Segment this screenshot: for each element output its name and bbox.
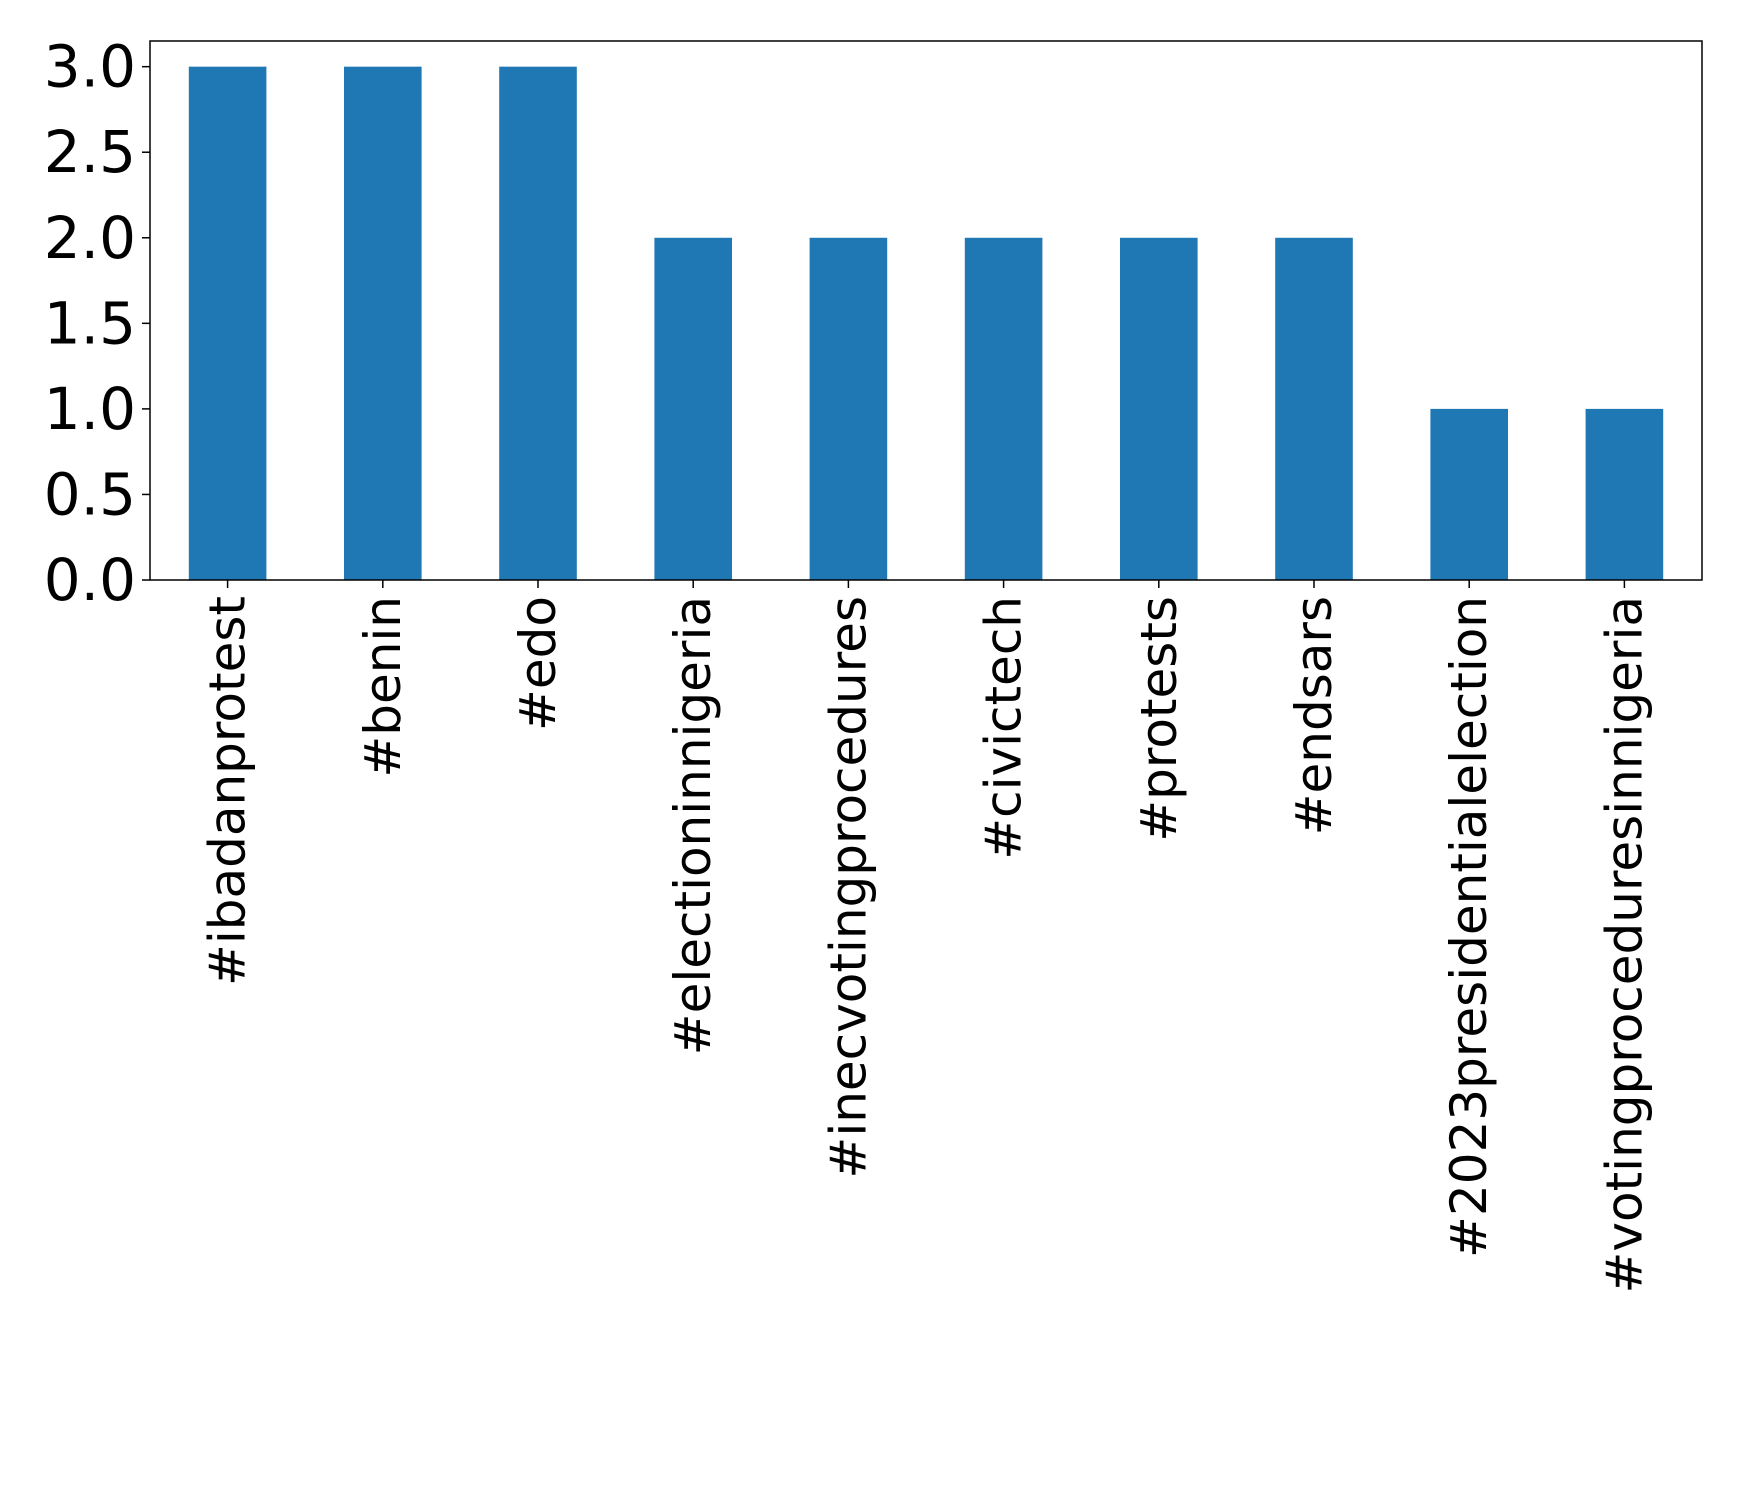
x-tick-label: #benin: [354, 596, 412, 778]
x-tick-label: #protests: [1130, 596, 1188, 842]
x-axis-ticks: #ibadanprotest #benin #edo #electioninniger…: [199, 580, 1653, 1294]
y-tick-label: 3.0: [44, 33, 136, 101]
x-tick-label: #ibadanprotest: [199, 596, 257, 986]
x-tick-label: #endsars: [1285, 596, 1343, 835]
bar-votingproceduresinnigeria: [1585, 408, 1664, 580]
y-tick-label: 0.0: [44, 546, 136, 614]
bar-inecvotingprocedures: [809, 237, 888, 580]
y-tick-label: 1.0: [44, 375, 136, 443]
bar-edo: [499, 66, 577, 580]
bar-endsars: [1275, 237, 1353, 580]
x-tick-label: #electioninnigeria: [664, 596, 722, 1055]
bar-civictech: [964, 237, 1043, 580]
y-axis-ticks: 0.0 0.5 1.0 1.5 2.0 2.5 3.0: [44, 33, 150, 614]
y-tick-label: 1.5: [44, 289, 136, 357]
y-tick-label: 2.0: [44, 204, 136, 272]
bar-2023presidentialelection: [1430, 408, 1508, 580]
bar-benin: [344, 66, 422, 580]
x-tick-label: #inecvotingprocedures: [819, 596, 877, 1179]
bar-ibadanprotest: [188, 66, 267, 580]
bar-electioninnigeria: [654, 237, 732, 580]
y-tick-label: 2.5: [44, 118, 136, 186]
y-tick-label: 0.5: [44, 460, 136, 528]
x-tick-label: #edo: [509, 596, 567, 731]
x-tick-label: #civictech: [975, 596, 1033, 860]
x-tick-label: #votingproceduresinnigeria: [1595, 596, 1653, 1294]
x-tick-label: #2023presidentialelection: [1440, 596, 1498, 1258]
bars-group: [188, 66, 1664, 580]
bar-protests: [1120, 237, 1198, 580]
plot-frame: [149, 40, 1703, 581]
